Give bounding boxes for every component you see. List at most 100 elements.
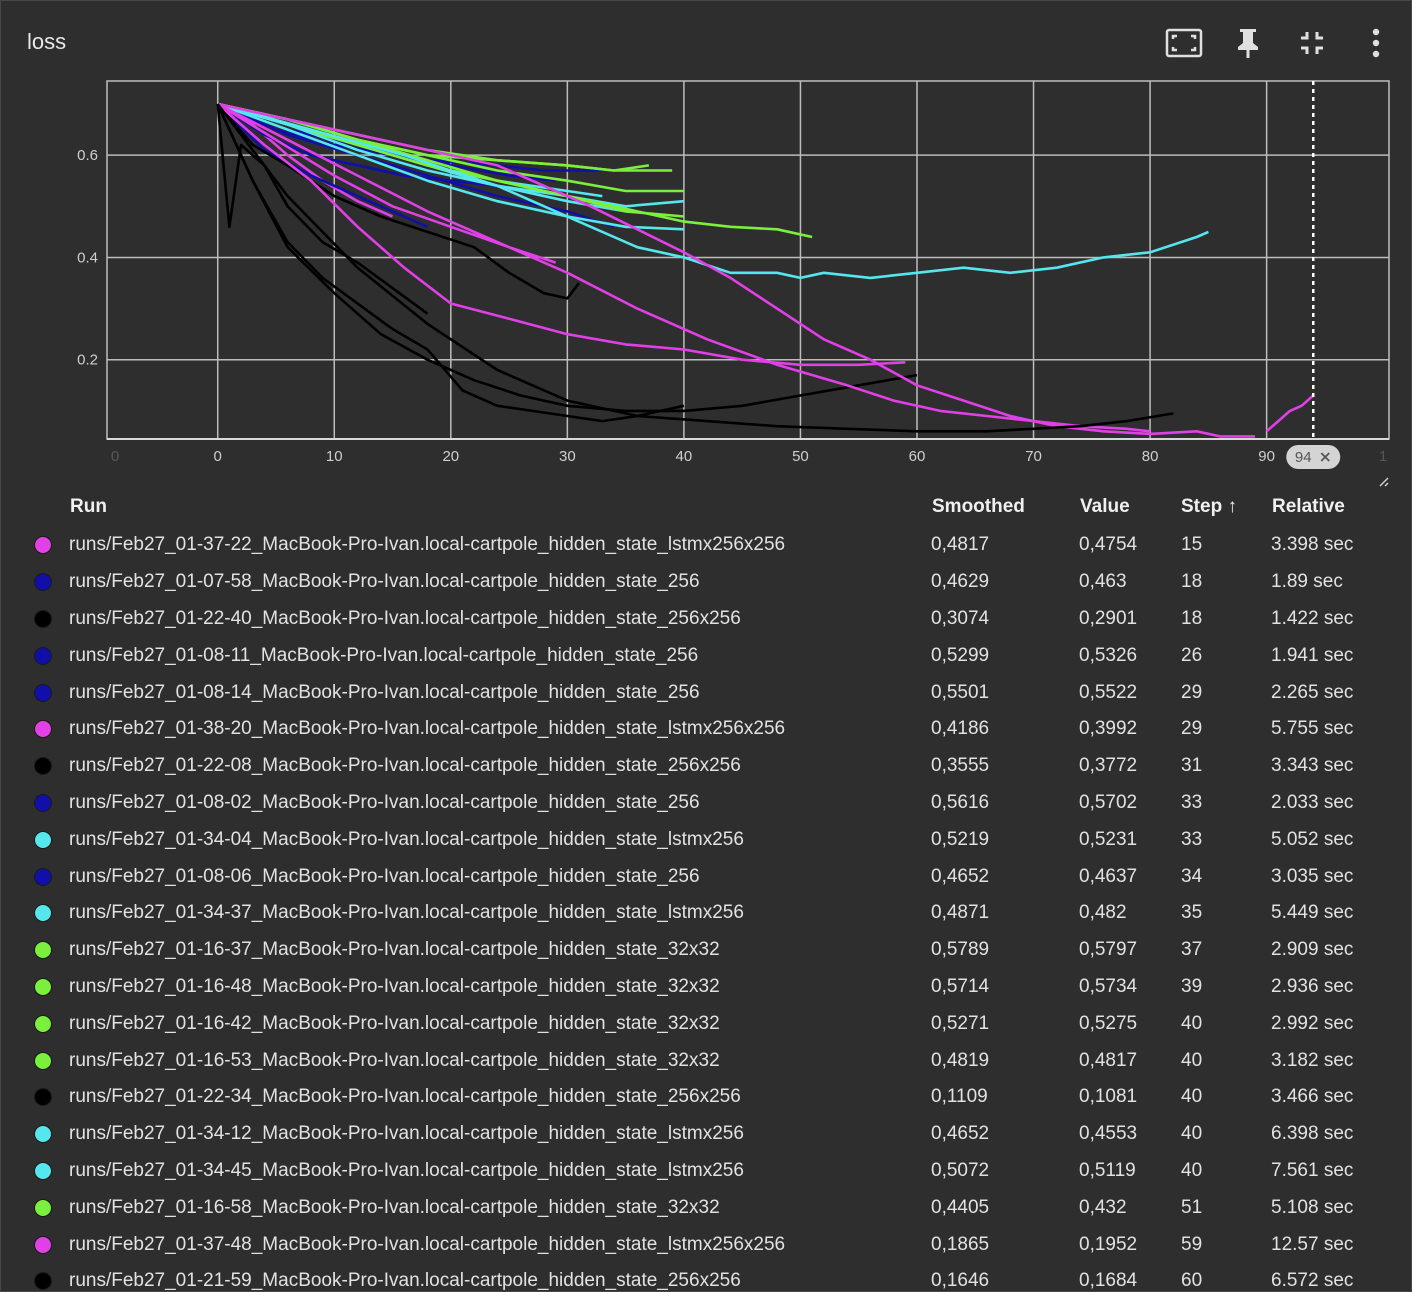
series-line	[216, 103, 685, 423]
col-relative[interactable]: Relative	[1272, 496, 1345, 517]
relative-time: 5.449 sec	[1271, 902, 1354, 924]
run-name: runs/Feb27_01-08-14_MacBook-Pro-Ivan.loc…	[69, 681, 700, 703]
table-row[interactable]: runs/Feb27_01-22-34_MacBook-Pro-Ivan.loc…	[1, 1079, 1411, 1116]
fit-domain-button[interactable]	[1164, 23, 1204, 63]
smoothed-value: 0,4652	[931, 1123, 990, 1145]
run-color-swatch[interactable]	[34, 1198, 52, 1217]
table-row[interactable]: runs/Feb27_01-16-53_MacBook-Pro-Ivan.loc…	[1, 1042, 1411, 1079]
table-row[interactable]: runs/Feb27_01-16-58_MacBook-Pro-Ivan.loc…	[1, 1189, 1411, 1226]
runs-table: Run Smoothed Value Step ↑ Relative runs/…	[1, 487, 1411, 1292]
resize-handle-icon[interactable]	[1377, 475, 1389, 487]
table-row[interactable]: runs/Feb27_01-16-42_MacBook-Pro-Ivan.loc…	[1, 1005, 1411, 1042]
smoothed-value: 0,5789	[931, 939, 990, 961]
run-color-swatch[interactable]	[34, 1051, 52, 1070]
step-value: 15	[1181, 534, 1203, 556]
col-smoothed[interactable]: Smoothed	[932, 496, 1025, 517]
run-color-swatch[interactable]	[34, 720, 52, 739]
run-color-swatch[interactable]	[34, 1235, 52, 1254]
col-step[interactable]: Step ↑	[1181, 496, 1237, 517]
raw-value: 0,463	[1079, 571, 1127, 593]
step-value: 29	[1181, 718, 1203, 740]
table-row[interactable]: runs/Feb27_01-38-20_MacBook-Pro-Ivan.loc…	[1, 711, 1411, 748]
raw-value: 0,3772	[1079, 755, 1138, 777]
run-name: runs/Feb27_01-22-40_MacBook-Pro-Ivan.loc…	[69, 607, 741, 629]
relative-time: 3.035 sec	[1271, 865, 1354, 887]
smoothed-value: 0,3555	[931, 755, 990, 777]
series-line	[216, 103, 918, 413]
table-row[interactable]: runs/Feb27_01-07-58_MacBook-Pro-Ivan.loc…	[1, 564, 1411, 601]
run-name: runs/Feb27_01-22-34_MacBook-Pro-Ivan.loc…	[69, 1086, 741, 1108]
run-color-swatch[interactable]	[34, 573, 52, 592]
step-value: 60	[1181, 1270, 1203, 1292]
table-row[interactable]: runs/Feb27_01-08-06_MacBook-Pro-Ivan.loc…	[1, 858, 1411, 895]
run-color-swatch[interactable]	[34, 1161, 52, 1180]
step-marker-label: 94	[1295, 449, 1312, 466]
x-tick-label: 10	[326, 448, 343, 465]
run-color-swatch[interactable]	[34, 536, 52, 555]
close-icon	[1320, 452, 1330, 462]
table-row[interactable]: runs/Feb27_01-08-14_MacBook-Pro-Ivan.loc…	[1, 674, 1411, 711]
run-color-swatch[interactable]	[34, 1088, 52, 1107]
pin-button[interactable]	[1228, 23, 1268, 63]
loss-chart[interactable]: 0 10 20 30 40 50 60 70 80 90 0 1 0.2 0.4 0.6 94	[1, 71, 1411, 481]
table-row[interactable]: runs/Feb27_01-37-22_MacBook-Pro-Ivan.loc…	[1, 527, 1411, 564]
run-color-swatch[interactable]	[34, 609, 52, 628]
series-line	[216, 103, 429, 228]
table-row[interactable]: runs/Feb27_01-16-37_MacBook-Pro-Ivan.loc…	[1, 932, 1411, 969]
raw-value: 0,5522	[1079, 681, 1138, 703]
run-color-swatch[interactable]	[34, 1014, 52, 1033]
run-color-swatch[interactable]	[34, 867, 52, 886]
relative-time: 7.561 sec	[1271, 1159, 1354, 1181]
step-value: 33	[1181, 828, 1203, 850]
x-edge-tick-label: 0	[111, 448, 119, 465]
smoothed-value: 0,4817	[931, 534, 990, 556]
run-color-swatch[interactable]	[34, 1272, 52, 1291]
collapse-icon	[1301, 32, 1323, 54]
smoothed-value: 0,5299	[931, 644, 990, 666]
series-line	[1265, 394, 1315, 433]
relative-time: 1.422 sec	[1271, 607, 1354, 629]
table-row[interactable]: runs/Feb27_01-08-11_MacBook-Pro-Ivan.loc…	[1, 637, 1411, 674]
raw-value: 0,1952	[1079, 1233, 1138, 1255]
smoothed-value: 0,5271	[931, 1012, 990, 1034]
relative-time: 1.941 sec	[1271, 644, 1354, 666]
table-row[interactable]: runs/Feb27_01-34-37_MacBook-Pro-Ivan.loc…	[1, 895, 1411, 932]
table-row[interactable]: runs/Feb27_01-37-48_MacBook-Pro-Ivan.loc…	[1, 1226, 1411, 1263]
table-row[interactable]: runs/Feb27_01-08-02_MacBook-Pro-Ivan.loc…	[1, 785, 1411, 822]
step-value: 40	[1181, 1049, 1203, 1071]
run-color-swatch[interactable]	[34, 683, 52, 702]
raw-value: 0,5119	[1079, 1159, 1136, 1181]
run-color-swatch[interactable]	[34, 977, 52, 996]
relative-time: 1.89 sec	[1271, 571, 1343, 593]
series-line	[217, 102, 685, 208]
table-row[interactable]: runs/Feb27_01-22-40_MacBook-Pro-Ivan.loc…	[1, 601, 1411, 638]
raw-value: 0,432	[1079, 1196, 1127, 1218]
run-color-swatch[interactable]	[34, 793, 52, 812]
run-color-swatch[interactable]	[34, 941, 52, 960]
collapse-button[interactable]	[1292, 23, 1332, 63]
table-row[interactable]: runs/Feb27_01-34-12_MacBook-Pro-Ivan.loc…	[1, 1116, 1411, 1153]
table-row[interactable]: runs/Feb27_01-16-48_MacBook-Pro-Ivan.loc…	[1, 969, 1411, 1006]
smoothed-value: 0,4629	[931, 571, 990, 593]
run-color-swatch[interactable]	[34, 830, 52, 849]
more-button[interactable]	[1356, 23, 1396, 63]
table-row[interactable]: runs/Feb27_01-22-08_MacBook-Pro-Ivan.loc…	[1, 748, 1411, 785]
x-tick-label: 90	[1258, 448, 1275, 465]
run-color-swatch[interactable]	[34, 646, 52, 665]
table-row[interactable]: runs/Feb27_01-34-45_MacBook-Pro-Ivan.loc…	[1, 1153, 1411, 1190]
col-run[interactable]: Run	[70, 496, 107, 517]
step-value: 40	[1181, 1086, 1203, 1108]
step-value: 59	[1181, 1233, 1203, 1255]
table-row[interactable]: runs/Feb27_01-21-59_MacBook-Pro-Ivan.loc…	[1, 1263, 1411, 1292]
run-color-swatch[interactable]	[34, 904, 52, 923]
raw-value: 0,5326	[1079, 644, 1138, 666]
smoothed-value: 0,4652	[931, 865, 990, 887]
col-value[interactable]: Value	[1080, 496, 1130, 517]
run-color-swatch[interactable]	[34, 757, 52, 776]
step-marker: 94	[1286, 81, 1341, 469]
run-name: runs/Feb27_01-16-42_MacBook-Pro-Ivan.loc…	[69, 1012, 720, 1034]
table-row[interactable]: runs/Feb27_01-34-04_MacBook-Pro-Ivan.loc…	[1, 821, 1411, 858]
y-tick-label: 0.4	[77, 249, 98, 266]
run-color-swatch[interactable]	[34, 1125, 52, 1144]
